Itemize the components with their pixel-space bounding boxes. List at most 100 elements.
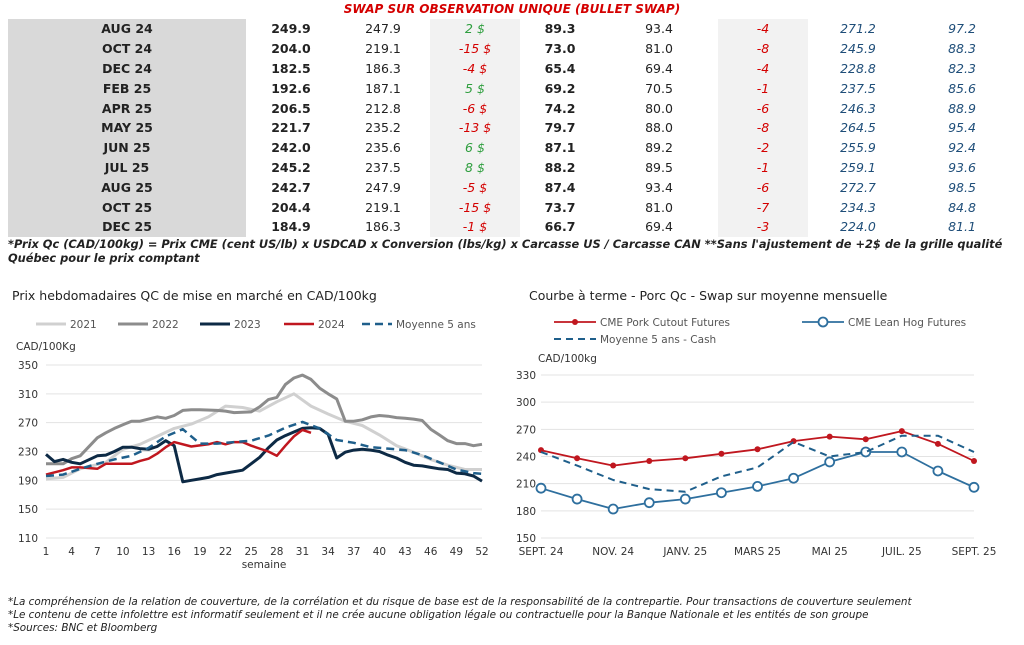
x-tick-label: 43 bbox=[398, 546, 411, 558]
x-tick-label: 4 bbox=[68, 546, 75, 558]
table-cell: 65.4 bbox=[544, 60, 576, 76]
row-month: AUG 25 bbox=[8, 177, 246, 198]
table-cell: 235.6 bbox=[365, 140, 401, 156]
data-point bbox=[752, 480, 763, 492]
table-cell: 186.3 bbox=[365, 60, 401, 76]
table-cell: 88.2 bbox=[544, 159, 576, 175]
series-line-2 bbox=[540, 451, 975, 510]
x-tick-label: 7 bbox=[94, 546, 101, 558]
table-row: DEC 25 184.9 186.3 -1 $ 66.7 69.4 -3 224.0 81.1 bbox=[8, 216, 1016, 237]
table-cell: 219.1 bbox=[365, 41, 401, 57]
chart1-title: Prix hebdomadaires QC de mise en marché … bbox=[12, 288, 377, 303]
table-row: JUL 25 245.2 237.5 8 $ 88.2 89.5 -1 259.1 93.6 bbox=[8, 157, 1016, 178]
table-cell: 2 $ bbox=[430, 19, 520, 39]
table-cell: 237.5 bbox=[365, 159, 401, 175]
x-tick-label: MARS 25 bbox=[734, 546, 781, 558]
table-cell: 247.9 bbox=[365, 179, 401, 195]
table-cell: 271.2 bbox=[840, 21, 876, 37]
footer-line: *Sources: BNC et Bloomberg bbox=[8, 622, 158, 634]
data-point bbox=[574, 455, 581, 462]
legend-label: 2023 bbox=[234, 319, 261, 331]
y-tick-label: 150 bbox=[18, 504, 38, 516]
table-cell: -4 $ bbox=[430, 58, 520, 79]
legend-label: 2024 bbox=[318, 319, 345, 331]
footer-notes: *La compréhension de la relation de couv… bbox=[8, 596, 912, 635]
legend-label: 2022 bbox=[152, 319, 179, 331]
table-cell: -8 bbox=[718, 117, 808, 138]
table-cell: 73.7 bbox=[544, 199, 576, 215]
table-cell: -3 bbox=[718, 216, 808, 237]
table-cell: 89.2 bbox=[645, 140, 673, 156]
y-axis-label: CAD/100kg bbox=[538, 353, 597, 365]
legend-label: CME Lean Hog Futures bbox=[848, 317, 966, 329]
forward-curve-chart: 150 180 210 240 270 300 330 SEPT. 24 NOV. 24 JANV… bbox=[516, 316, 997, 558]
table-cell: 212.8 bbox=[365, 100, 401, 116]
y-tick-label: 310 bbox=[18, 389, 38, 401]
table-cell: 87.4 bbox=[544, 179, 576, 195]
table-cell: 89.3 bbox=[544, 21, 576, 37]
y-tick-label: 110 bbox=[18, 533, 38, 545]
x-tick-label: 19 bbox=[193, 546, 206, 558]
data-point bbox=[716, 487, 727, 499]
x-tick-label: 10 bbox=[116, 546, 129, 558]
table-cell: 245.2 bbox=[271, 159, 311, 175]
table-cell: 69.4 bbox=[645, 219, 673, 235]
table-cell: 272.7 bbox=[840, 179, 876, 195]
table-cell: 81.0 bbox=[645, 199, 673, 215]
x-tick-label: 49 bbox=[450, 546, 463, 558]
table-cell: 8 $ bbox=[430, 157, 520, 178]
table-cell: 69.2 bbox=[544, 80, 576, 96]
table-cell: 259.1 bbox=[840, 159, 876, 175]
data-point bbox=[679, 493, 691, 505]
table-cell: -6 bbox=[718, 98, 808, 118]
data-point bbox=[932, 465, 944, 477]
data-point bbox=[646, 458, 653, 465]
table-cell: 182.5 bbox=[271, 60, 311, 76]
series-line-4 bbox=[45, 428, 312, 476]
table-cell: 88.3 bbox=[948, 41, 976, 57]
table-cell: 87.1 bbox=[544, 140, 576, 156]
footer-line: *Le contenu de cette infolettre est info… bbox=[8, 609, 869, 621]
row-month: MAY 25 bbox=[8, 117, 246, 138]
table-cell: 93.4 bbox=[645, 179, 673, 195]
y-tick-label: 300 bbox=[516, 397, 536, 409]
table-cell: 88.9 bbox=[948, 100, 976, 116]
table-row: AUG 25 242.7 247.9 -5 $ 87.4 93.4 -6 272.7 98.5 bbox=[8, 177, 1016, 198]
table-cell: 80.0 bbox=[645, 100, 673, 116]
table-cell: -1 bbox=[718, 157, 808, 178]
x-tick-label: MAI 25 bbox=[812, 546, 848, 558]
table-row: OCT 25 204.4 219.1 -15 $ 73.7 81.0 -7 234.3 84.8 bbox=[8, 197, 1016, 217]
table-cell: -8 bbox=[718, 38, 808, 59]
data-point bbox=[610, 462, 617, 469]
table-cell: -15 $ bbox=[430, 38, 520, 59]
series-line-2 bbox=[46, 373, 483, 466]
data-point bbox=[898, 428, 905, 435]
weekly-price-chart: 110 150 190 230 270 310 350 1 4 7 10 13 16 19 22 25 28 31… bbox=[16, 319, 489, 571]
y-tick-label: 350 bbox=[18, 360, 38, 372]
table-cell: 224.0 bbox=[840, 219, 876, 235]
data-point bbox=[571, 493, 583, 505]
chart2-title: Courbe à terme - Porc Qc - Swap sur moye… bbox=[529, 288, 888, 303]
x-tick-label: 28 bbox=[270, 546, 283, 558]
row-month: OCT 25 bbox=[8, 197, 246, 217]
x-tick-label: 22 bbox=[219, 546, 232, 558]
data-point bbox=[968, 481, 980, 493]
table-cell: -4 bbox=[718, 19, 808, 39]
data-point bbox=[826, 433, 833, 440]
table-cell: 81.0 bbox=[645, 41, 673, 57]
data-point bbox=[788, 472, 799, 484]
x-tick-label: JUIL. 25 bbox=[881, 546, 922, 558]
y-tick-label: 230 bbox=[18, 447, 38, 459]
data-point bbox=[934, 440, 941, 447]
table-cell: 69.4 bbox=[645, 60, 673, 76]
table-cell: 235.2 bbox=[365, 120, 401, 136]
table-cell: 249.9 bbox=[271, 21, 311, 37]
table-cell: 84.8 bbox=[948, 199, 976, 215]
x-tick-label: NOV. 24 bbox=[592, 546, 634, 558]
swap-table: AUG 24 249.9 247.9 2 $89.3 93.4 -4 271.2 97.2 OC… bbox=[8, 19, 1016, 237]
legend-label: 2021 bbox=[70, 319, 97, 331]
legend-marker bbox=[817, 316, 829, 328]
x-tick-label: SEPT. 25 bbox=[952, 546, 997, 558]
data-point bbox=[718, 450, 725, 457]
table-cell: -15 $ bbox=[430, 197, 520, 217]
